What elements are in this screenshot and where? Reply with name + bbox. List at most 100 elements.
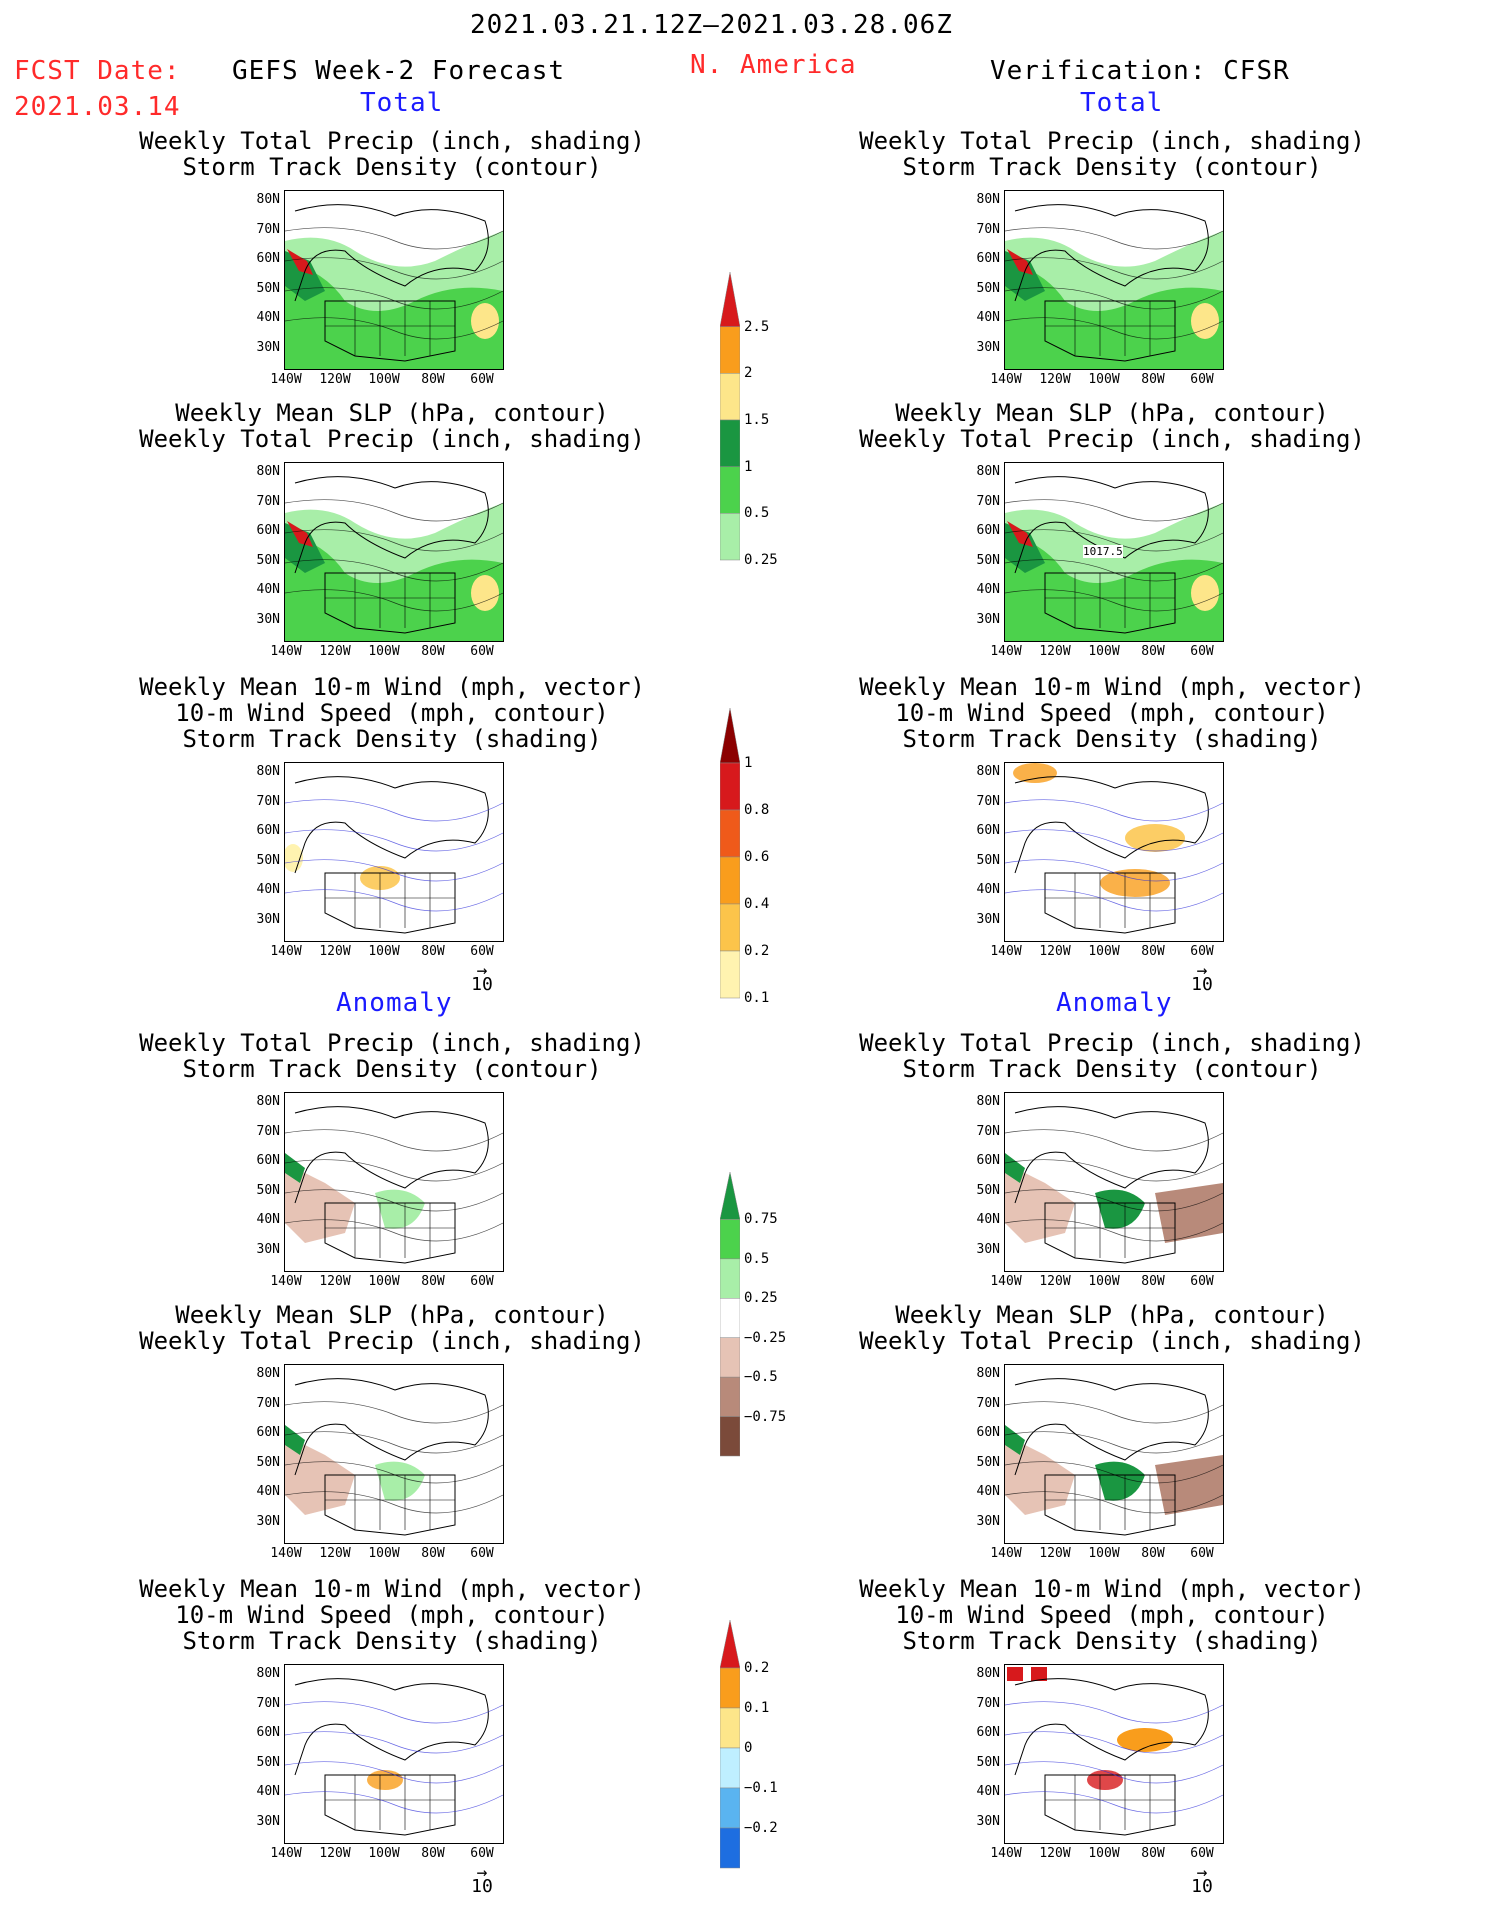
colorbar-label: 0.1 [744,1700,770,1716]
lat-tick-label: 60N [256,1425,280,1440]
contour-line [1005,227,1223,250]
lat-tick-label: 30N [256,339,280,355]
coastline-north [1014,776,1209,874]
anom-shading-coast [1005,1425,1025,1455]
colorbar-label: −0.2 [744,1820,778,1836]
lon-tick-label: 140W [990,944,1022,959]
contour-line [1005,859,1223,882]
fcst-date: 2021.03.14 [14,92,181,122]
lon-tick-label: 60W [470,1846,494,1861]
contour-line [285,287,503,310]
contour-line [1005,1431,1223,1454]
lat-tick-label: 40N [256,1212,280,1227]
conus-outline [324,572,456,634]
lat-tick-label: 60N [976,251,1000,266]
lon-tick-label: 120W [319,1846,351,1861]
contour-line [285,559,503,582]
colorbar-label: 0.2 [744,943,770,959]
lon-tick-label: 100W [368,1274,400,1289]
lat-tick-label: 50N [256,1182,280,1198]
lat-tick-label: 70N [256,1695,280,1711]
lon-tick-label: 100W [368,372,400,387]
lat-tick-label: 30N [256,1241,280,1257]
colorbar-label: 1.5 [744,412,770,428]
lat-tick-label: 50N [976,1182,1000,1198]
coastline-north [1014,1378,1209,1476]
track-anom-central [367,1770,403,1790]
track-anom-central [1087,1770,1123,1790]
colorbar-segment [719,513,741,561]
lon-tick-label: 80W [1141,944,1165,959]
contour-line [285,889,503,912]
lon-tick-label: 140W [270,372,302,387]
lon-tick-label: 100W [1088,944,1120,959]
map-canvas [1005,763,1223,934]
panel-title: Weekly Total Precip (inch, shading) Storm… [72,1030,712,1082]
contour-line [1005,829,1223,852]
lat-tick-label: 40N [256,882,280,897]
lon-tick-label: 60W [1190,644,1214,659]
lon-tick-label: 120W [319,1274,351,1289]
colorbar: 1 0.8 0.6 0.4 0.2 0.1 [719,706,769,1012]
coastline-north [294,1106,489,1204]
fcst-label: FCST Date: [14,56,181,86]
lat-tick-label: 80N [976,1094,1000,1109]
vector-reference-label: 10 [471,1876,493,1897]
lat-tick-label: 80N [976,464,1000,479]
right-column-title: Verification: CFSR [990,56,1290,86]
coastline-north [294,476,489,574]
lon-tick-label: 140W [270,1274,302,1289]
lon-tick-label: 120W [1039,372,1071,387]
lon-tick-label: 120W [319,644,351,659]
lat-tick-label: 70N [256,221,280,237]
colorbar-segment [719,1827,741,1869]
lat-tick-label: 70N [976,793,1000,809]
lat-tick-label: 30N [256,911,280,927]
contour-line [1005,1791,1223,1814]
panel-title-line: Weekly Mean 10-m Wind (mph, vector) [139,673,645,701]
anom-shading-dry [285,1435,355,1515]
map-canvas [285,476,503,641]
lat-tick-label: 40N [256,582,280,597]
section-anomaly-left: Anomaly [336,988,453,1018]
lon-tick-label: 60W [470,1274,494,1289]
lon-tick-label: 100W [1088,644,1120,659]
lon-tick-label: 140W [990,644,1022,659]
colorbar-segment [719,707,741,764]
lat-tick-label: 30N [976,1241,1000,1257]
panel-title-line: Weekly Total Precip (inch, shading) [139,1029,645,1057]
map-canvas [285,776,503,934]
lon-tick-label: 120W [319,372,351,387]
lat-tick-label: 80N [976,1666,1000,1681]
lon-tick-label: 60W [1190,1846,1214,1861]
conus-outline [1044,1474,1176,1536]
colorbar-label: 0.75 [744,1211,778,1228]
contour-line [285,317,503,340]
contour-line [285,1791,503,1814]
lat-tick-label: 50N [256,1754,280,1770]
lat-tick-label: 60N [976,1725,1000,1740]
coastline-north [1014,1106,1209,1204]
lon-tick-label: 100W [1088,1846,1120,1861]
map-panel [284,1092,504,1272]
precip-shading-mid [1005,261,1223,369]
anom-shading-coast [285,1153,305,1183]
colorbar-segment [719,419,741,467]
colorbar: 2.5 2 1.5 1 0.5 0.25 [719,270,778,574]
lat-tick-label: 80N [256,464,280,479]
track-shading-central [1100,869,1170,897]
panel-title: Weekly Mean SLP (hPa, contour) Weekly Tot… [72,1302,712,1354]
lon-tick-label: 120W [1039,944,1071,959]
colorbar-label: 0 [744,1740,753,1756]
colorbar-label: −0.25 [744,1329,787,1346]
contour-line [1005,1189,1223,1212]
contour-line [285,1159,503,1182]
lon-tick-label: 60W [470,644,494,659]
map-panel [284,462,504,642]
date-range: 2021.03.21.12Z–2021.03.28.06Z [470,10,953,40]
contour-line [1005,499,1223,522]
panel-title-line: Weekly Total Precip (inch, shading) [139,1327,645,1355]
precip-shading-mid [285,533,503,641]
lon-tick-label: 80W [421,644,445,659]
lat-tick-label: 30N [976,911,1000,927]
